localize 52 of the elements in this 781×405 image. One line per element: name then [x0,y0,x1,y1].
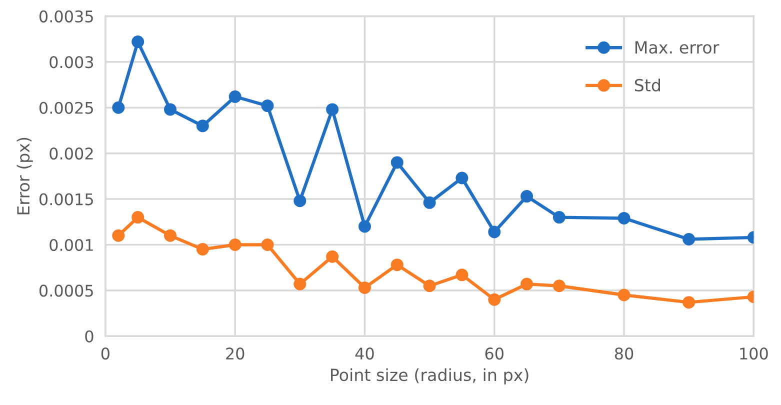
point [164,229,177,242]
x-tick-label: 60 [485,348,504,360]
point [520,278,534,290]
y-tick-label: 0.0025 [39,102,93,114]
y-tick-label: 0.0005 [39,284,93,297]
point [423,280,436,292]
legend-label: Std [634,78,660,92]
point [682,233,696,246]
y-tick-label: 0.0035 [39,10,93,22]
legend-label: Max. error [635,41,720,54]
point [618,212,630,224]
point [196,120,209,132]
y-axis-title: Error (px) [16,138,33,214]
point [423,196,436,209]
point [488,293,501,306]
point [358,220,371,233]
point [520,190,534,203]
point [326,250,339,263]
point [456,172,468,184]
point [326,103,339,116]
y-tick-label: 0.003 [50,56,94,68]
x-tick-label: 80 [614,348,634,360]
y-tick-label: 0 [85,330,94,342]
x-tick-label: 100 [740,348,768,360]
point [228,90,242,103]
x-tick-label: 40 [355,348,374,360]
point [552,211,566,224]
point [618,288,630,302]
point [390,258,404,272]
point [390,156,404,169]
point [294,194,306,208]
y-tick-label: 0.001 [50,238,93,252]
point [552,280,566,292]
point [682,296,696,309]
y-tick-label: 0.0015 [39,193,93,206]
point [112,101,125,114]
point [132,211,144,224]
point [228,238,242,251]
point [132,36,144,48]
point [294,278,306,290]
point [196,243,209,256]
y-tick-label: 0.002 [50,148,93,160]
point [261,100,274,112]
point [358,281,371,294]
x-tick-label: 20 [226,348,244,360]
point [488,226,501,238]
point [456,268,468,282]
x-tick-label: 0 [101,348,110,360]
point [112,229,125,242]
x-axis-title: Point size (radius, in px) [331,368,528,384]
point [261,238,274,251]
point [164,103,177,116]
